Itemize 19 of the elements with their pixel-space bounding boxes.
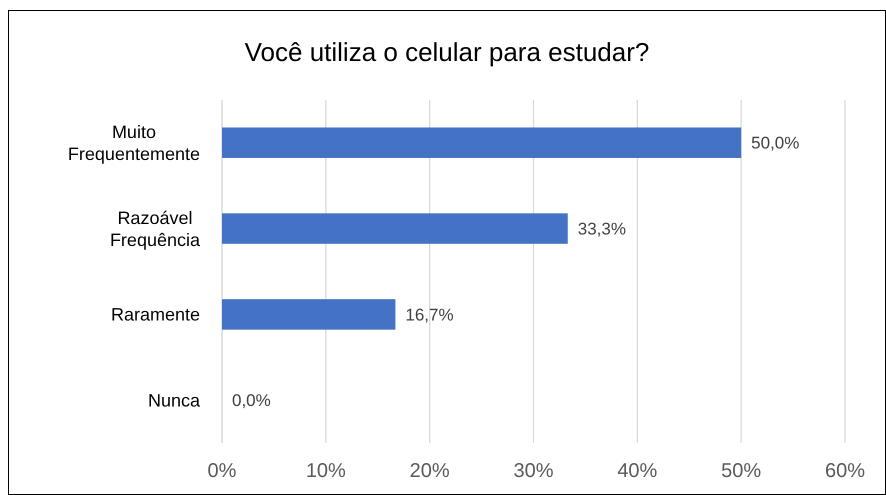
x-tick-label: 40% bbox=[617, 460, 658, 482]
x-tick-label: 20% bbox=[410, 460, 450, 482]
y-tick-label: Nunca bbox=[148, 390, 201, 411]
y-tick-label: Razoável Frequência bbox=[110, 208, 201, 250]
bar bbox=[222, 127, 742, 158]
x-tick-label: 60% bbox=[824, 460, 866, 482]
chart-title: Você utiliza o celular para estudar? bbox=[244, 37, 650, 68]
data-label: 33,3% bbox=[578, 220, 626, 239]
x-tick-label: 10% bbox=[306, 460, 346, 482]
data-label: 50,0% bbox=[751, 134, 800, 153]
data-label: 0,0% bbox=[232, 391, 271, 410]
bar bbox=[222, 213, 568, 244]
bar bbox=[222, 299, 396, 330]
data-label: 16,7% bbox=[405, 305, 454, 324]
y-tick-label: Raramente bbox=[110, 304, 200, 325]
x-tick-label: 50% bbox=[721, 460, 762, 482]
y-tick-label: Muito Frequentemente bbox=[68, 122, 200, 164]
x-tick-label: 0% bbox=[208, 460, 237, 482]
x-tick-label: 30% bbox=[513, 460, 554, 482]
